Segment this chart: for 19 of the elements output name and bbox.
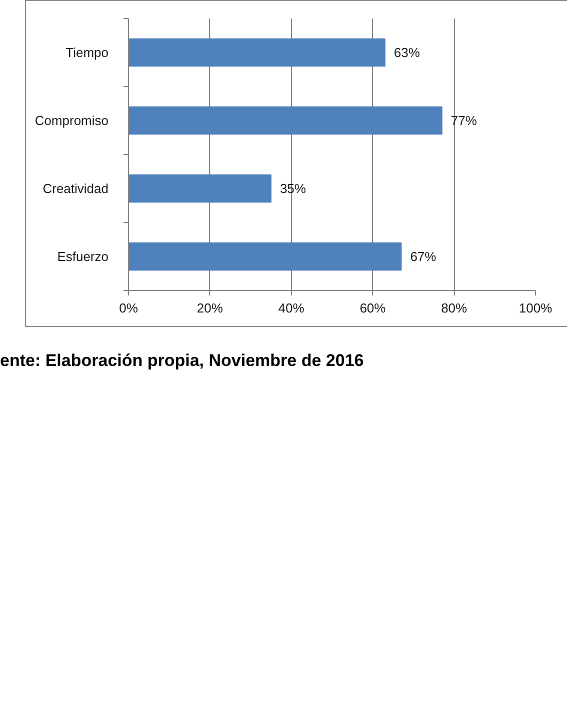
y-tick-label: Creatividad bbox=[42, 181, 109, 196]
data-label: 35% bbox=[280, 181, 306, 196]
bar bbox=[128, 242, 402, 271]
y-tick-label: Esfuerzo bbox=[57, 249, 109, 264]
bar bbox=[128, 174, 272, 203]
x-tick-label: 100% bbox=[518, 300, 553, 316]
x-tick-label: 60% bbox=[360, 300, 386, 316]
x-tick-label: 0% bbox=[119, 300, 138, 316]
x-tick-label: 20% bbox=[196, 300, 224, 316]
text: ente: Elaboración propia, Noviembre de 2016 bbox=[0, 350, 364, 372]
data-label: 77% bbox=[450, 113, 478, 128]
x-tick-label: 80% bbox=[441, 300, 468, 316]
data-label: 63% bbox=[394, 45, 420, 60]
bar bbox=[128, 106, 442, 135]
data-label: 67% bbox=[410, 249, 437, 264]
x-tick-label: 40% bbox=[278, 300, 305, 316]
y-tick-label: Compromiso bbox=[34, 113, 109, 128]
y-tick-label: Tiempo bbox=[66, 45, 109, 60]
bar bbox=[128, 38, 386, 67]
